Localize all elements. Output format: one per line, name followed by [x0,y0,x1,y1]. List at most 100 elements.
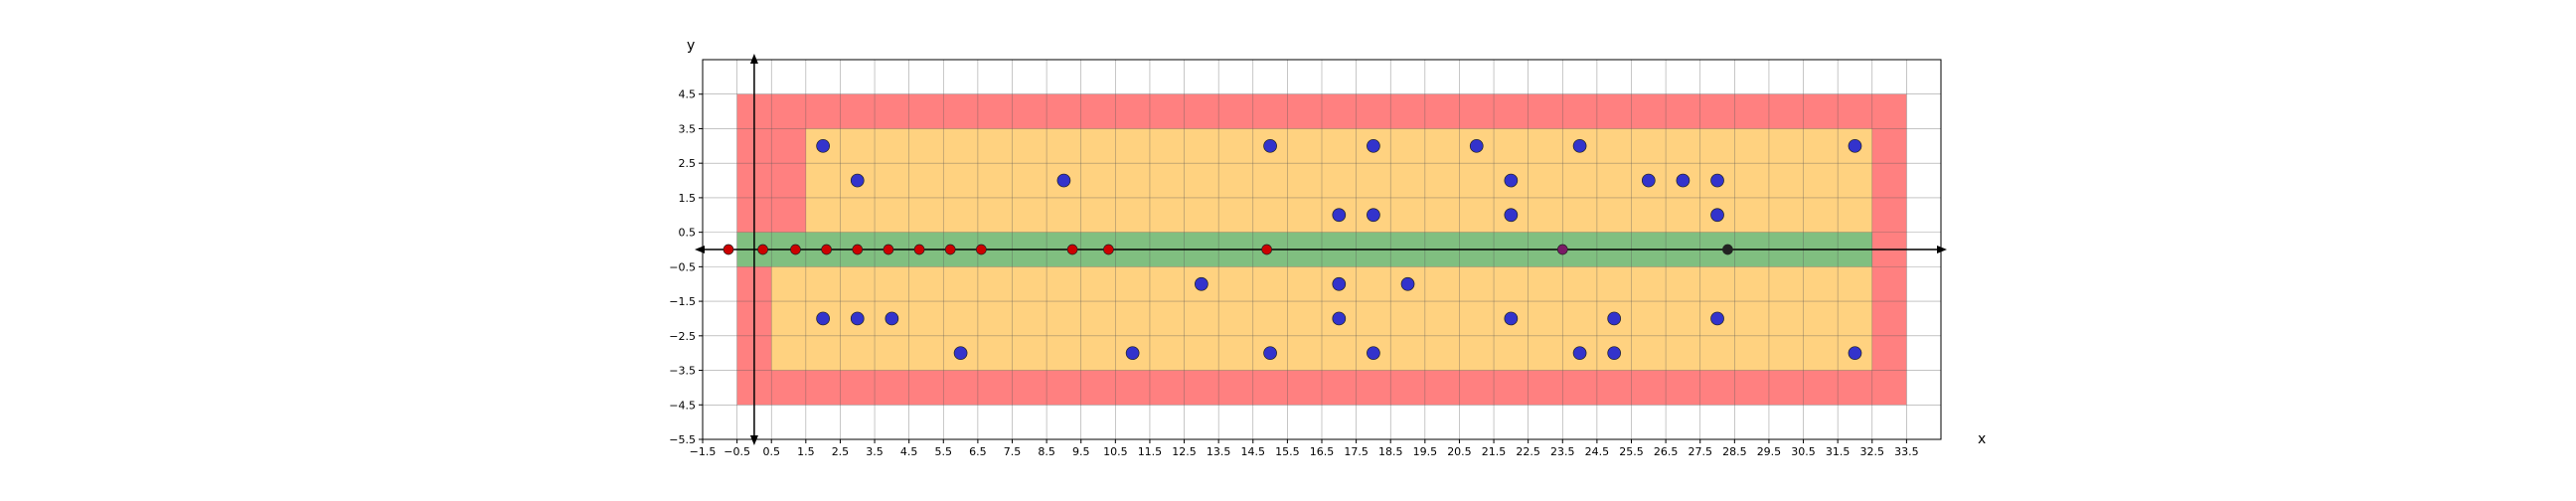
x-tick-label: 2.5 [832,445,850,458]
y-tick-label: 4.5 [679,88,697,101]
data-point [1710,208,1724,223]
data-point [1195,276,1208,291]
x-tick-label: 19.5 [1413,445,1438,458]
x-tick-label: 32.5 [1860,445,1885,458]
y-tick-label: −3.5 [669,365,696,378]
y-tick-label: 3.5 [679,122,697,135]
data-point [1676,173,1690,188]
x-axis-arrow-left [695,246,705,253]
data-point [1066,244,1078,255]
x-tick-label: 6.5 [969,445,987,458]
data-point [850,311,865,326]
x-tick-label: −0.5 [724,445,750,458]
y-axis-arrow-down [749,435,758,445]
data-point [913,244,925,255]
data-point [1056,173,1071,188]
data-point [1261,244,1272,255]
point-layer [723,138,1862,361]
x-tick-label: 28.5 [1722,445,1747,458]
x-axis-arrow-right [1937,246,1947,253]
x-tick-label: 0.5 [762,445,780,458]
data-point [975,244,987,255]
x-tick-label: 21.5 [1482,445,1507,458]
x-tick-label: 16.5 [1310,445,1335,458]
data-point [885,311,899,326]
data-point [723,244,734,255]
data-point [1710,311,1724,326]
data-point [1332,208,1347,223]
data-point [1848,138,1862,153]
x-axis-label: x [1978,431,1986,447]
y-axis-label: y [687,38,695,54]
x-tick-label: 27.5 [1688,445,1712,458]
data-point [1641,173,1656,188]
x-tick-label: 18.5 [1378,445,1403,458]
data-point [1263,346,1277,361]
data-point [790,244,801,255]
x-tick-label: 29.5 [1757,445,1782,458]
x-tick-label: 33.5 [1894,445,1919,458]
x-tick-label: 17.5 [1344,445,1368,458]
data-point [1332,276,1347,291]
data-point [1367,346,1380,361]
x-tick-label: 23.5 [1550,445,1575,458]
data-point [1332,311,1347,326]
x-tick-label: 9.5 [1072,445,1090,458]
x-tick-label: 30.5 [1791,445,1816,458]
x-tick-label: 24.5 [1585,445,1610,458]
data-point [816,138,830,153]
x-tick-label: 15.5 [1275,445,1300,458]
x-tick-label: 20.5 [1447,445,1472,458]
x-tick-label: 25.5 [1619,445,1644,458]
data-point [1722,244,1733,255]
data-point [852,244,864,255]
y-tick-label: −2.5 [669,330,696,343]
data-point [1504,208,1519,223]
x-tick-label: 26.5 [1654,445,1679,458]
data-point [1504,173,1519,188]
y-tick-label: −5.5 [669,433,696,446]
data-point [1572,346,1587,361]
data-point [821,244,832,255]
data-point [1367,138,1380,153]
x-tick-label: 1.5 [797,445,815,458]
x-tick-label: 5.5 [935,445,953,458]
y-tick-label: 1.5 [679,192,697,205]
data-point [1572,138,1587,153]
x-tick-label: 8.5 [1038,445,1055,458]
y-tick-label: −1.5 [669,295,696,308]
data-point [1607,346,1622,361]
data-point [1469,138,1484,153]
data-point [757,244,768,255]
data-point [1556,244,1568,255]
x-tick-label: 14.5 [1241,445,1266,458]
x-tick-label: 11.5 [1138,445,1163,458]
y-axis-arrow-up [749,54,758,64]
data-point [1504,311,1519,326]
y-tick-label: −0.5 [669,260,696,273]
x-tick-label: 12.5 [1172,445,1197,458]
data-point [1400,276,1415,291]
x-tick-label: 31.5 [1826,445,1851,458]
x-tick-label: 10.5 [1103,445,1128,458]
y-tick-label: 0.5 [679,227,697,240]
data-point [1263,138,1277,153]
x-tick-label: 7.5 [1004,445,1022,458]
x-tick-label: −1.5 [690,445,717,458]
data-point [1125,346,1140,361]
x-tick-label: 3.5 [866,445,884,458]
axes-layer [695,54,1947,445]
tick-label-layer: −1.5 −0.5 0.5 1.5 2.5 3.5 4.5 5.5 6.5 7.5 8.5 9.5 10… [669,88,1918,458]
data-point [953,346,968,361]
y-tick-label: −4.5 [669,399,696,412]
x-tick-label: 13.5 [1207,445,1231,458]
data-point [850,173,865,188]
data-point [1367,208,1380,223]
y-tick-label: 2.5 [679,157,697,170]
x-tick-label: 4.5 [900,445,918,458]
data-point [944,244,956,255]
data-point [1103,244,1114,255]
data-point [816,311,830,326]
data-point [883,244,894,255]
